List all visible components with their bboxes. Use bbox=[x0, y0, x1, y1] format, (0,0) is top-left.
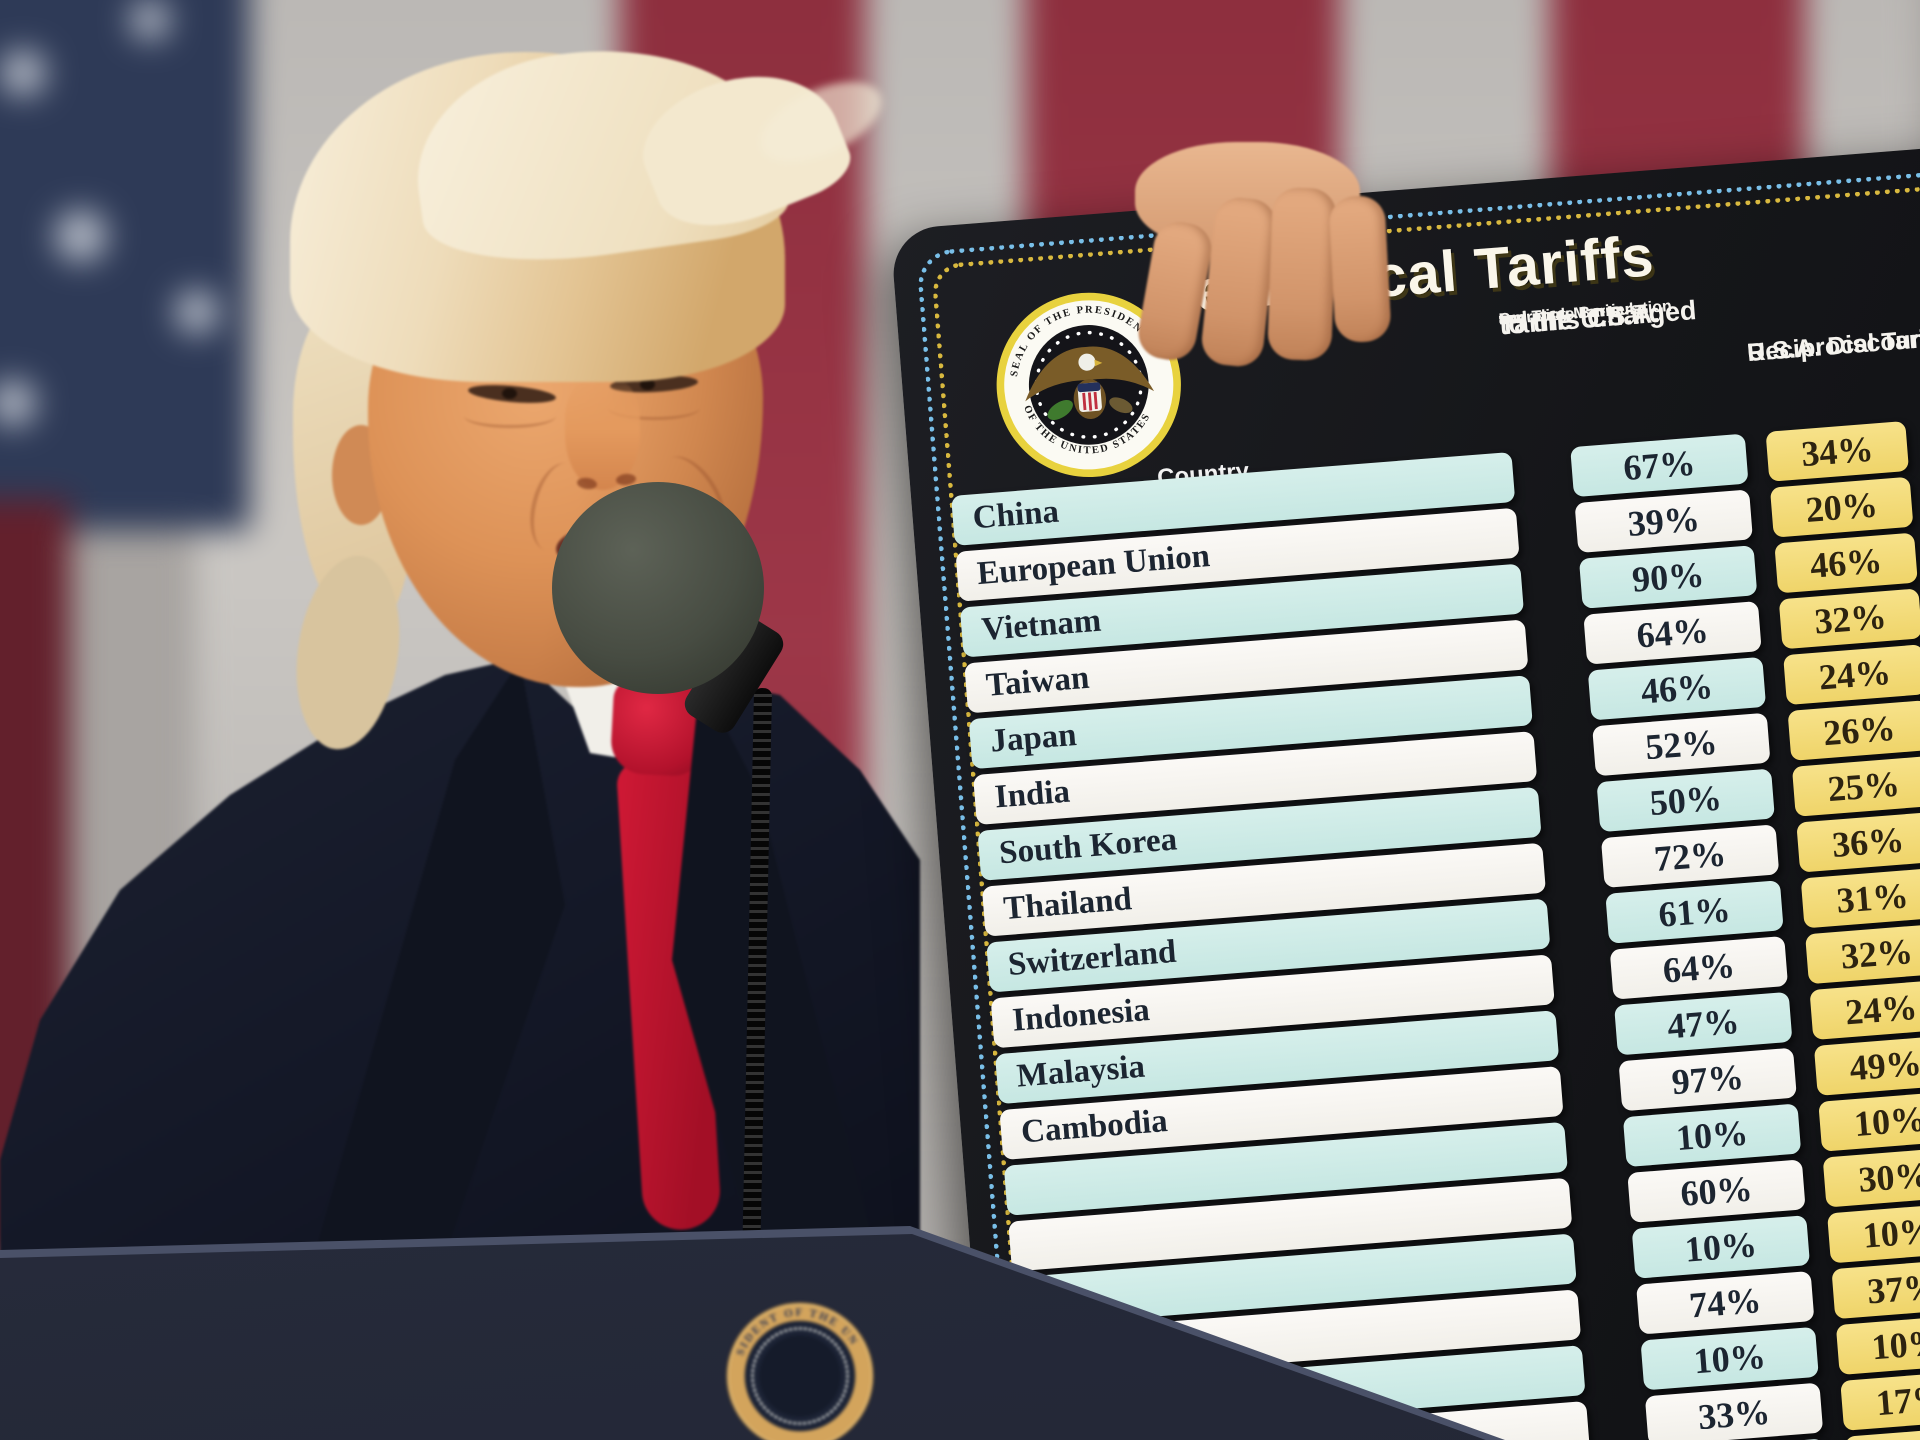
flag-canton bbox=[0, 0, 250, 530]
flag-star bbox=[130, 0, 170, 40]
pupil-right bbox=[640, 379, 655, 390]
podium-presidential-seal: SIDENT OF THE UN bbox=[726, 1302, 874, 1440]
eye-crease-right bbox=[608, 396, 700, 420]
flag-star bbox=[175, 290, 219, 334]
flag-star bbox=[55, 210, 107, 262]
flag-star bbox=[0, 50, 46, 96]
finger bbox=[1328, 194, 1392, 344]
eagle-head bbox=[1078, 353, 1096, 371]
eagle-beak bbox=[1094, 359, 1103, 367]
reciprocal-tariffs-board: SEAL OF THE PRESIDENT OF THE UNITED STAT… bbox=[890, 138, 1920, 1440]
nose bbox=[565, 378, 640, 490]
microphone-windscreen bbox=[552, 482, 764, 694]
finger bbox=[1267, 186, 1337, 362]
arrows bbox=[1109, 397, 1133, 414]
olive-branch bbox=[1047, 400, 1073, 420]
pupil-left bbox=[502, 388, 517, 399]
shield-chief bbox=[1077, 382, 1101, 393]
eye-crease-left bbox=[464, 404, 556, 428]
flag-star bbox=[0, 380, 36, 426]
presidential-seal: SEAL OF THE PRESIDENT OF THE UNITED STAT… bbox=[996, 292, 1181, 478]
eagle-wings bbox=[1025, 346, 1155, 402]
